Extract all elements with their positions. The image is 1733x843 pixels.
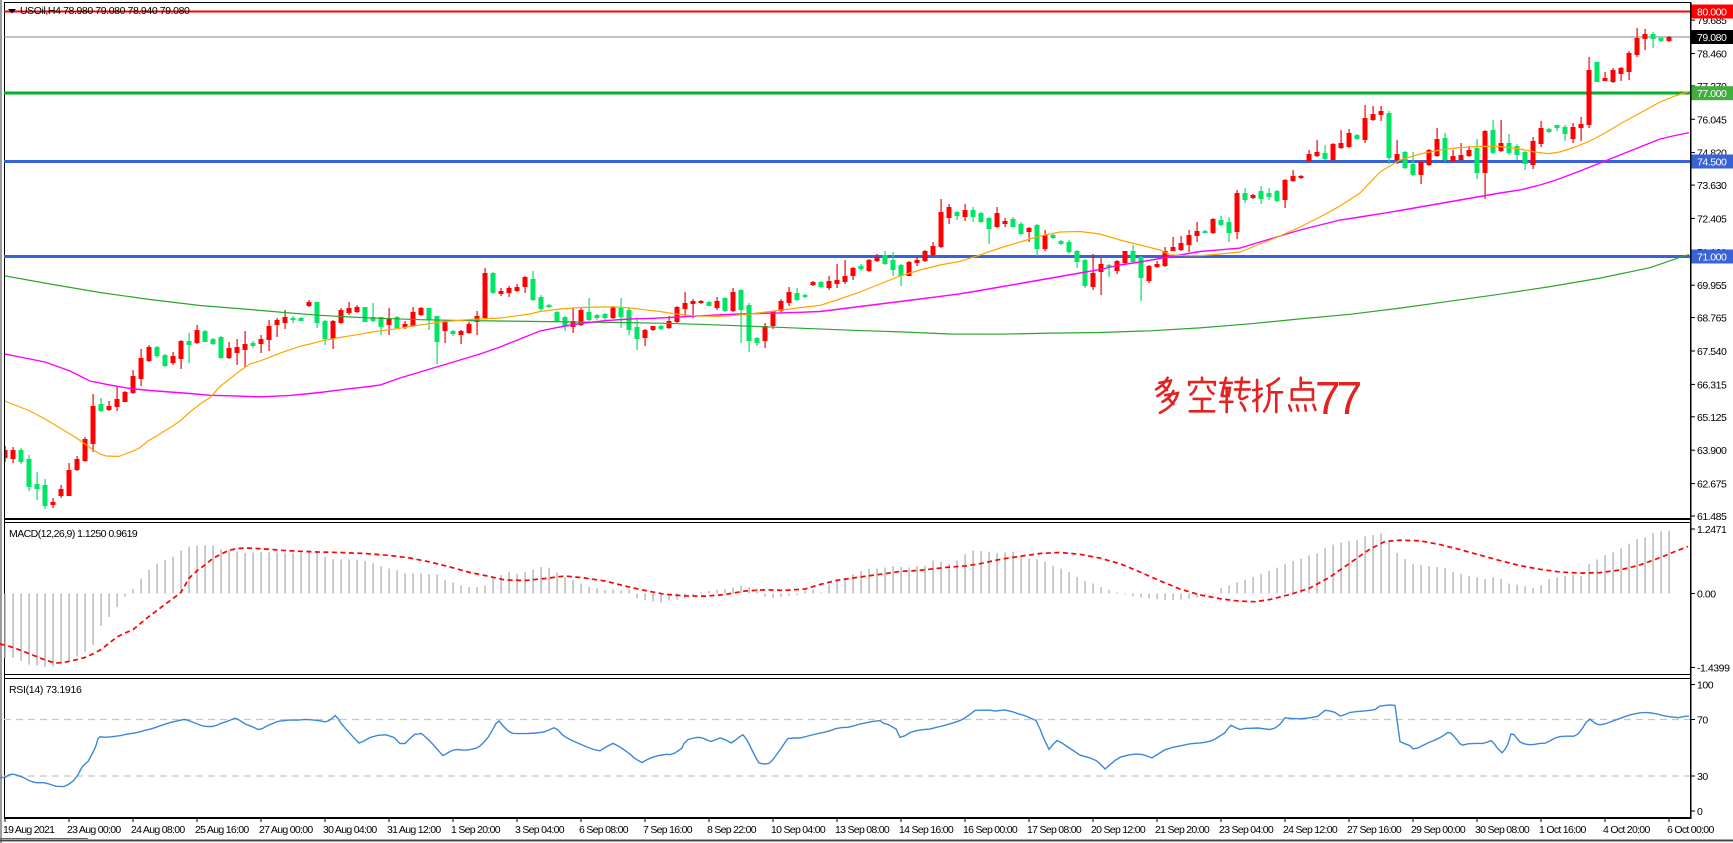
svg-text:71.000: 71.000 [1697, 252, 1727, 264]
svg-text:10 Sep 04:00: 10 Sep 04:00 [771, 824, 826, 836]
svg-text:19 Aug 2021: 19 Aug 2021 [3, 824, 55, 836]
svg-text:24 Aug 08:00: 24 Aug 08:00 [131, 824, 185, 836]
svg-text:24 Sep 12:00: 24 Sep 12:00 [1283, 824, 1338, 836]
svg-text:79.080: 79.080 [1697, 32, 1727, 44]
svg-text:77: 77 [1315, 372, 1361, 424]
svg-text:65.125: 65.125 [1697, 412, 1727, 424]
svg-text:23 Sep 04:00: 23 Sep 04:00 [1219, 824, 1274, 836]
svg-text:RSI(14) 73.1916: RSI(14) 73.1916 [9, 684, 82, 696]
svg-text:6 Oct 00:00: 6 Oct 00:00 [1667, 824, 1714, 836]
svg-text:30: 30 [1697, 771, 1708, 783]
svg-text:0: 0 [1697, 806, 1703, 818]
svg-text:27 Sep 16:00: 27 Sep 16:00 [1347, 824, 1402, 836]
svg-text:16 Sep 00:00: 16 Sep 00:00 [963, 824, 1018, 836]
svg-text:62.675: 62.675 [1697, 479, 1727, 491]
svg-text:30 Aug 04:00: 30 Aug 04:00 [323, 824, 377, 836]
svg-text:13 Sep 08:00: 13 Sep 08:00 [835, 824, 890, 836]
svg-text:63.900: 63.900 [1697, 445, 1727, 457]
svg-text:8 Sep 22:00: 8 Sep 22:00 [707, 824, 757, 836]
svg-text:1 Oct 16:00: 1 Oct 16:00 [1539, 824, 1586, 836]
svg-text:6 Sep 08:00: 6 Sep 08:00 [579, 824, 629, 836]
svg-text:100: 100 [1697, 680, 1714, 692]
svg-text:68.765: 68.765 [1697, 313, 1727, 325]
svg-text:3 Sep 04:00: 3 Sep 04:00 [515, 824, 565, 836]
svg-text:29 Sep 00:00: 29 Sep 00:00 [1411, 824, 1466, 836]
svg-text:74.500: 74.500 [1697, 157, 1727, 169]
svg-text:MACD(12,26,9) 1.1250 0.9619: MACD(12,26,9) 1.1250 0.9619 [9, 528, 138, 540]
svg-text:-1.4399: -1.4399 [1697, 663, 1730, 675]
svg-text:31 Aug 12:00: 31 Aug 12:00 [387, 824, 441, 836]
svg-text:7 Sep 16:00: 7 Sep 16:00 [643, 824, 693, 836]
svg-text:1.2471: 1.2471 [1697, 524, 1727, 536]
svg-text:4 Oct 20:00: 4 Oct 20:00 [1603, 824, 1650, 836]
svg-text:77.000: 77.000 [1697, 88, 1727, 100]
svg-text:20 Sep 12:00: 20 Sep 12:00 [1091, 824, 1146, 836]
svg-text:23 Aug 00:00: 23 Aug 00:00 [67, 824, 121, 836]
svg-text:66.315: 66.315 [1697, 379, 1727, 391]
svg-text:80.000: 80.000 [1697, 7, 1727, 19]
svg-text:61.485: 61.485 [1697, 511, 1727, 523]
svg-text:27 Aug 00:00: 27 Aug 00:00 [259, 824, 313, 836]
svg-text:14 Sep 16:00: 14 Sep 16:00 [899, 824, 954, 836]
svg-text:72.405: 72.405 [1697, 213, 1727, 225]
svg-text:69.955: 69.955 [1697, 280, 1727, 292]
svg-text:USOil,H4 78.980 79.080 78.940: USOil,H4 78.980 79.080 78.940 79.080 [20, 5, 190, 17]
svg-text:30 Sep 08:00: 30 Sep 08:00 [1475, 824, 1530, 836]
svg-text:1 Sep 20:00: 1 Sep 20:00 [451, 824, 501, 836]
svg-text:0.00: 0.00 [1697, 589, 1716, 601]
svg-text:70: 70 [1697, 715, 1708, 727]
svg-text:76.045: 76.045 [1697, 114, 1727, 126]
svg-text:17 Sep 08:00: 17 Sep 08:00 [1027, 824, 1082, 836]
svg-text:25 Aug 16:00: 25 Aug 16:00 [195, 824, 249, 836]
svg-text:78.460: 78.460 [1697, 49, 1727, 61]
svg-text:73.630: 73.630 [1697, 180, 1727, 192]
svg-text:21 Sep 20:00: 21 Sep 20:00 [1155, 824, 1210, 836]
svg-text:67.540: 67.540 [1697, 346, 1727, 358]
